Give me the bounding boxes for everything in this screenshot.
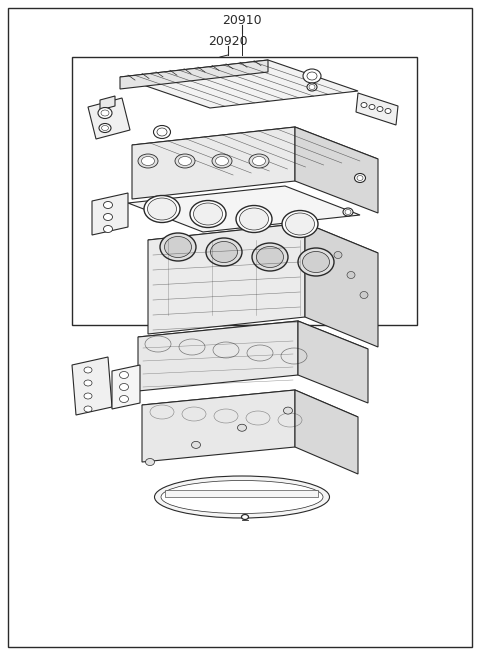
Ellipse shape (347, 272, 355, 278)
Bar (72, 57, 417, 325)
Polygon shape (120, 60, 358, 108)
Polygon shape (92, 193, 128, 235)
Ellipse shape (160, 233, 196, 261)
Polygon shape (138, 321, 298, 391)
Ellipse shape (84, 380, 92, 386)
Ellipse shape (309, 84, 315, 90)
Polygon shape (148, 223, 305, 334)
Ellipse shape (385, 109, 391, 113)
Ellipse shape (193, 203, 223, 225)
Ellipse shape (284, 407, 292, 414)
Ellipse shape (302, 252, 329, 272)
Ellipse shape (355, 174, 365, 183)
Ellipse shape (192, 441, 201, 449)
Ellipse shape (120, 383, 129, 390)
Polygon shape (295, 127, 378, 213)
Polygon shape (112, 365, 140, 409)
Ellipse shape (360, 291, 368, 299)
Ellipse shape (84, 393, 92, 399)
Ellipse shape (84, 406, 92, 412)
Ellipse shape (236, 206, 272, 233)
Ellipse shape (249, 154, 269, 168)
Ellipse shape (361, 102, 367, 107)
Ellipse shape (161, 481, 323, 514)
Ellipse shape (256, 246, 284, 267)
Ellipse shape (144, 195, 180, 223)
Ellipse shape (147, 198, 177, 220)
Ellipse shape (345, 210, 351, 214)
Ellipse shape (216, 157, 228, 166)
Ellipse shape (101, 126, 108, 130)
Ellipse shape (286, 213, 314, 235)
Ellipse shape (238, 424, 247, 431)
Ellipse shape (307, 83, 317, 91)
Polygon shape (132, 127, 295, 199)
Polygon shape (100, 96, 115, 110)
Polygon shape (142, 390, 295, 462)
Polygon shape (132, 127, 378, 177)
Ellipse shape (84, 367, 92, 373)
Ellipse shape (298, 248, 334, 276)
Ellipse shape (145, 458, 155, 466)
Ellipse shape (303, 69, 321, 83)
Polygon shape (165, 490, 318, 497)
Polygon shape (72, 357, 112, 415)
Ellipse shape (369, 105, 375, 109)
Polygon shape (298, 321, 368, 403)
Ellipse shape (190, 200, 226, 227)
Ellipse shape (252, 157, 265, 166)
Ellipse shape (175, 154, 195, 168)
Ellipse shape (343, 208, 353, 216)
Polygon shape (356, 93, 398, 125)
Polygon shape (120, 60, 268, 89)
Ellipse shape (357, 176, 363, 181)
Ellipse shape (211, 242, 238, 263)
Ellipse shape (142, 157, 155, 166)
Polygon shape (295, 390, 358, 474)
Ellipse shape (212, 154, 232, 168)
Ellipse shape (138, 154, 158, 168)
Ellipse shape (165, 236, 192, 257)
Ellipse shape (104, 214, 112, 221)
Ellipse shape (240, 208, 268, 230)
Polygon shape (305, 223, 378, 347)
Ellipse shape (282, 210, 318, 238)
Ellipse shape (98, 107, 112, 119)
Ellipse shape (252, 243, 288, 271)
Ellipse shape (155, 476, 329, 518)
Polygon shape (148, 223, 378, 270)
Ellipse shape (154, 126, 170, 138)
Polygon shape (128, 186, 360, 232)
Ellipse shape (104, 225, 112, 233)
Ellipse shape (206, 238, 242, 266)
Text: 20910: 20910 (222, 14, 262, 27)
Ellipse shape (179, 157, 192, 166)
Polygon shape (88, 98, 130, 139)
Ellipse shape (307, 72, 317, 80)
Ellipse shape (99, 124, 111, 132)
Polygon shape (138, 321, 368, 365)
Polygon shape (142, 390, 358, 432)
Ellipse shape (120, 396, 129, 403)
Ellipse shape (104, 202, 112, 208)
Ellipse shape (241, 514, 249, 519)
Ellipse shape (101, 110, 109, 116)
Ellipse shape (334, 252, 342, 259)
Ellipse shape (377, 107, 383, 111)
Text: 20920: 20920 (208, 35, 248, 48)
Ellipse shape (157, 128, 167, 136)
Ellipse shape (120, 371, 129, 379)
